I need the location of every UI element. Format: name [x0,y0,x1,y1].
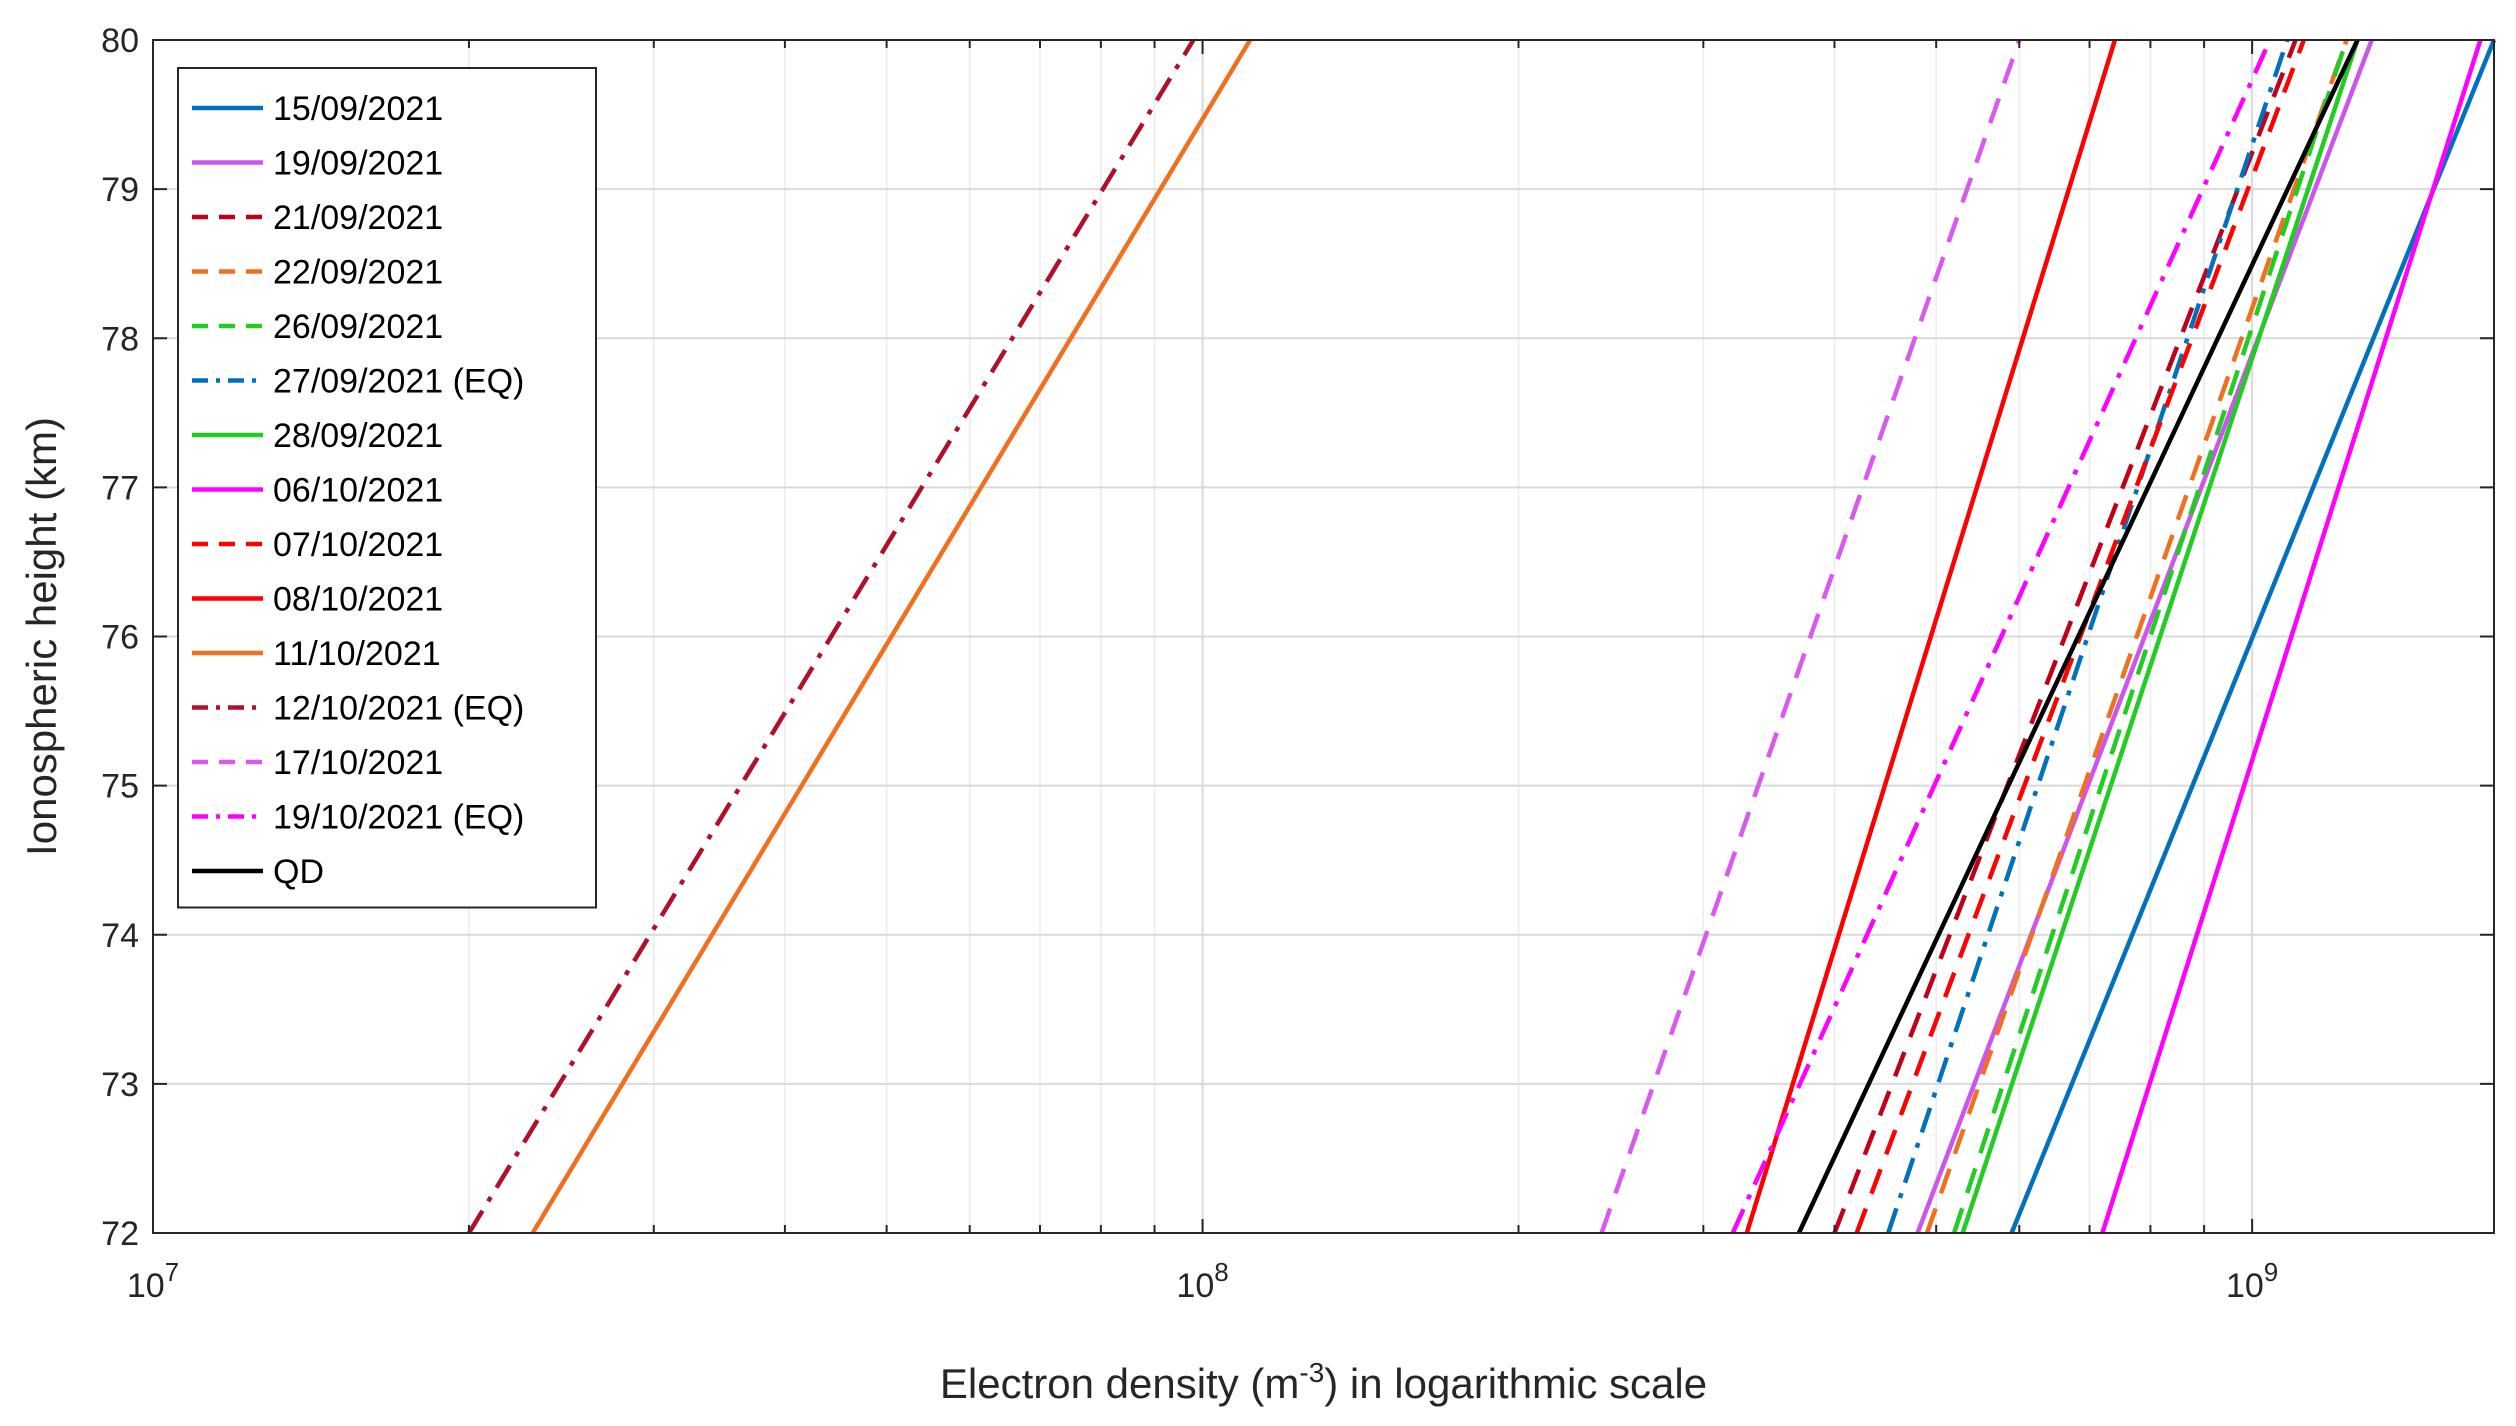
legend-label: 07/10/2021 [273,526,443,564]
legend-label: 17/10/2021 [273,744,443,782]
series-line-15 [1796,39,2360,1234]
series-line-2 [1915,39,2374,1234]
y-tick-label: 78 [101,320,139,358]
y-tick-label: 77 [101,469,139,507]
y-tick-label: 76 [101,619,139,657]
y-tick-label: 80 [101,22,139,60]
legend-label: 08/10/2021 [273,581,443,619]
y-tick-label: 72 [101,1215,139,1253]
series-line-11 [530,38,1253,1235]
series-line-8 [2100,39,2483,1234]
legend-label: 12/10/2021 (EQ) [273,690,524,728]
legend: 15/09/2021 19/09/2021 21/09/2021 22/09/2021… [177,67,597,909]
legend-label: 15/09/2021 [273,90,443,128]
x-axis-ticks: 107 108 109 [127,40,2278,1305]
legend-label: 21/09/2021 [273,199,443,237]
y-axis-title: Ionospheric height (km) [18,417,65,856]
legend-label: 11/10/2021 [273,635,441,673]
legend-label: 19/10/2021 (EQ) [273,799,524,837]
series-line-6 [1886,39,2290,1234]
series-lines [467,38,2497,1235]
y-tick-label: 79 [101,171,139,209]
legend-label: 28/09/2021 [273,417,443,455]
legend-label: QD [273,853,324,891]
legend-label: 27/09/2021 (EQ) [273,363,524,401]
y-tick-label: 73 [101,1066,139,1104]
legend-label: 19/09/2021 [273,145,443,183]
x-tick-label: 109 [2226,1257,2278,1305]
series-line-10 [1744,39,2118,1234]
series-line-14 [1730,39,2273,1234]
legend-label: 06/10/2021 [273,472,443,510]
y-axis-ticks: 72 73 74 75 76 77 78 79 80 [101,22,2494,1253]
x-axis-title: Electron density (m-3) in logarithmic sc… [940,1357,1707,1407]
legend-label: 26/09/2021 [273,308,443,346]
series-line-1 [2009,39,2497,1234]
x-tick-label: 108 [1176,1257,1228,1305]
y-tick-label: 75 [101,768,139,806]
series-line-4 [1924,39,2349,1234]
series-line-7 [1960,39,2360,1234]
series-line-12 [467,38,1196,1235]
y-tick-label: 74 [101,917,139,955]
legend-label: 22/09/2021 [273,254,443,292]
x-tick-label: 107 [127,1257,179,1305]
series-line-13 [1599,39,2022,1234]
